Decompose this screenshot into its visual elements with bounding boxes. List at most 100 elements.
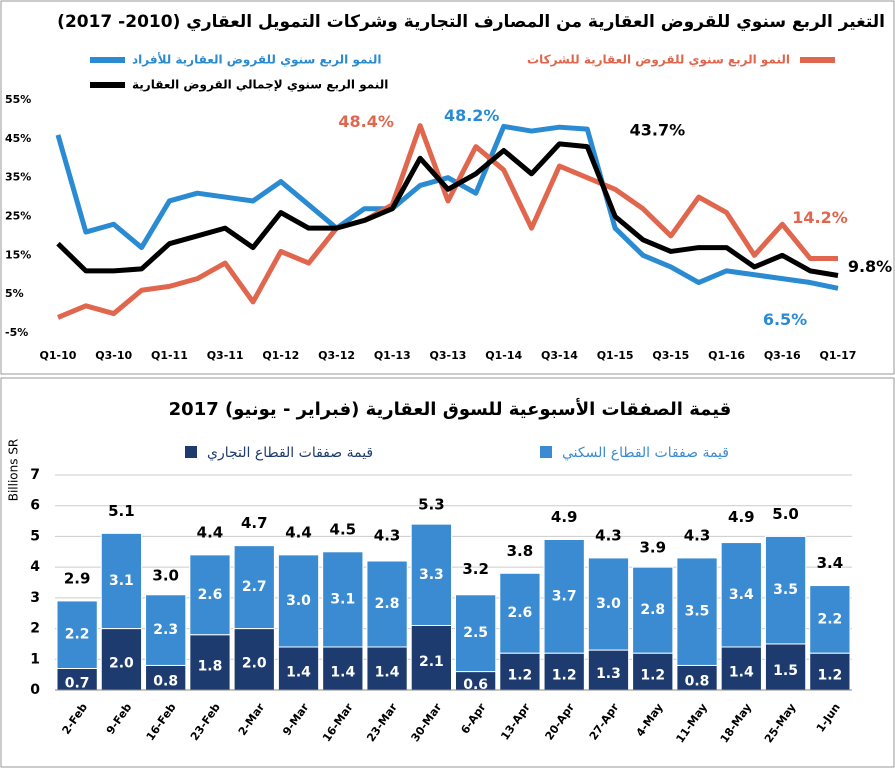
series-line	[55, 123, 839, 291]
data-label: 0.8	[685, 674, 710, 690]
legend-label: النمو الربع سنوي لإجمالي القروض العقارية	[132, 78, 388, 93]
y-tick-label: 2	[30, 621, 40, 637]
total-label: 2.9	[64, 569, 91, 587]
y-tick-label: 7	[30, 467, 40, 483]
data-label: 1.4	[330, 665, 355, 681]
data-label: 2.3	[153, 622, 178, 638]
bar-segment	[676, 664, 718, 691]
data-label: 3.7	[552, 588, 577, 604]
y-tick-label: 6	[30, 498, 40, 514]
bar-segment	[764, 535, 807, 645]
x-tick-label: Q3-14	[541, 349, 578, 362]
bar-segment	[809, 585, 851, 654]
data-label: 0.8	[153, 674, 178, 690]
data-label: 3.1	[330, 591, 355, 607]
bar-segment	[277, 554, 320, 648]
bar-segment	[233, 545, 275, 630]
total-label: 3.0	[152, 566, 179, 584]
total-label: 3.2	[462, 560, 489, 578]
data-label: 48.2%	[444, 106, 500, 125]
y-tick-label: 15%	[5, 248, 31, 261]
data-label: 3.0	[286, 593, 311, 609]
x-tick-label: Q3-13	[430, 349, 467, 362]
total-label: 4.3	[374, 526, 401, 544]
y-tick-label: 45%	[5, 132, 31, 145]
bar-segment	[410, 625, 453, 691]
bar-segment	[322, 551, 364, 648]
data-label: 2.8	[640, 602, 665, 618]
bar-segment	[410, 523, 453, 627]
bar-segment	[499, 572, 541, 654]
x-tick-label: Q1-17	[820, 349, 857, 362]
total-label: 5.0	[772, 505, 799, 523]
bar-segment	[145, 664, 187, 691]
data-label: 1.2	[817, 668, 842, 684]
total-label: 3.4	[817, 554, 844, 572]
data-label: 3.5	[685, 604, 710, 620]
total-label: 4.5	[330, 520, 357, 538]
bar-segment	[543, 652, 585, 691]
data-label: 3.5	[773, 582, 798, 598]
data-label: 2.6	[508, 605, 533, 621]
y-tick-label: 1	[30, 651, 40, 667]
bar-segment	[587, 649, 630, 691]
x-tick-label: Q3-10	[95, 349, 132, 362]
legend-label: قيمة صفقات القطاع السكني	[562, 445, 729, 461]
bar-segment	[189, 554, 231, 636]
data-label: 2.5	[463, 625, 488, 641]
x-tick-label: Q3-16	[764, 349, 801, 362]
bar-segment	[676, 557, 718, 666]
y-tick-label: 3	[30, 590, 40, 606]
data-label: 0.6	[463, 677, 488, 693]
total-label: 4.9	[728, 508, 755, 526]
y-tick-label: 5%	[5, 287, 24, 300]
bar-segment	[587, 557, 630, 651]
x-tick-label: Q1-15	[597, 349, 634, 362]
data-label: 3.1	[109, 573, 134, 589]
y-tick-label: -5%	[5, 326, 28, 339]
bar-segment	[366, 646, 408, 691]
data-label: 2.2	[65, 627, 90, 643]
y-tick-label: 0	[30, 682, 40, 698]
chart-title: قيمة الصفقات الأسبوعية للسوق العقارية (ف…	[169, 398, 732, 420]
data-label: 3.0	[596, 596, 621, 612]
total-label: 3.8	[507, 542, 534, 560]
x-tick-label: Q3-12	[318, 349, 355, 362]
chart-title: التغير الربع سنوي للقروض العقارية من الم…	[57, 12, 885, 32]
data-label: 2.0	[109, 655, 134, 671]
data-label: 2.0	[242, 655, 267, 671]
x-tick-label: Q3-11	[207, 349, 244, 362]
bar-segment	[366, 560, 408, 648]
data-label: 14.2%	[792, 208, 848, 227]
total-label: 4.3	[684, 526, 711, 544]
legend-swatch	[540, 446, 552, 458]
bar-segment	[455, 594, 497, 673]
total-label: 4.4	[197, 523, 224, 541]
series-line	[56, 141, 839, 278]
x-tick-label: Q1-14	[485, 349, 522, 362]
bar-segment	[145, 594, 187, 666]
data-label: 1.5	[773, 663, 798, 679]
data-label: 1.8	[198, 658, 223, 674]
y-tick-label: 5	[30, 528, 40, 544]
data-label: 6.5%	[763, 310, 807, 329]
legend-label: قيمة صفقات القطاع التجاري	[207, 445, 373, 461]
y-tick-label: 55%	[5, 93, 31, 106]
data-label: 2.8	[375, 596, 400, 612]
data-label: 0.7	[65, 675, 90, 691]
x-tick-label: Q1-10	[40, 349, 77, 362]
legend-label: النمو الربع سنوي للقروض العقارية للشركات	[527, 53, 790, 68]
data-label: 1.2	[552, 668, 577, 684]
data-label: 1.2	[508, 668, 533, 684]
x-tick-label: Q1-11	[151, 349, 188, 362]
data-label: 3.4	[729, 587, 754, 603]
bar-segment	[720, 542, 762, 648]
total-label: 4.7	[241, 514, 268, 532]
x-tick-label: Q1-13	[374, 349, 411, 362]
data-label: 43.7%	[630, 120, 686, 139]
y-tick-label: 35%	[5, 171, 31, 184]
data-label: 2.2	[817, 611, 842, 627]
total-label: 4.4	[285, 523, 312, 541]
data-label: 1.2	[640, 668, 665, 684]
